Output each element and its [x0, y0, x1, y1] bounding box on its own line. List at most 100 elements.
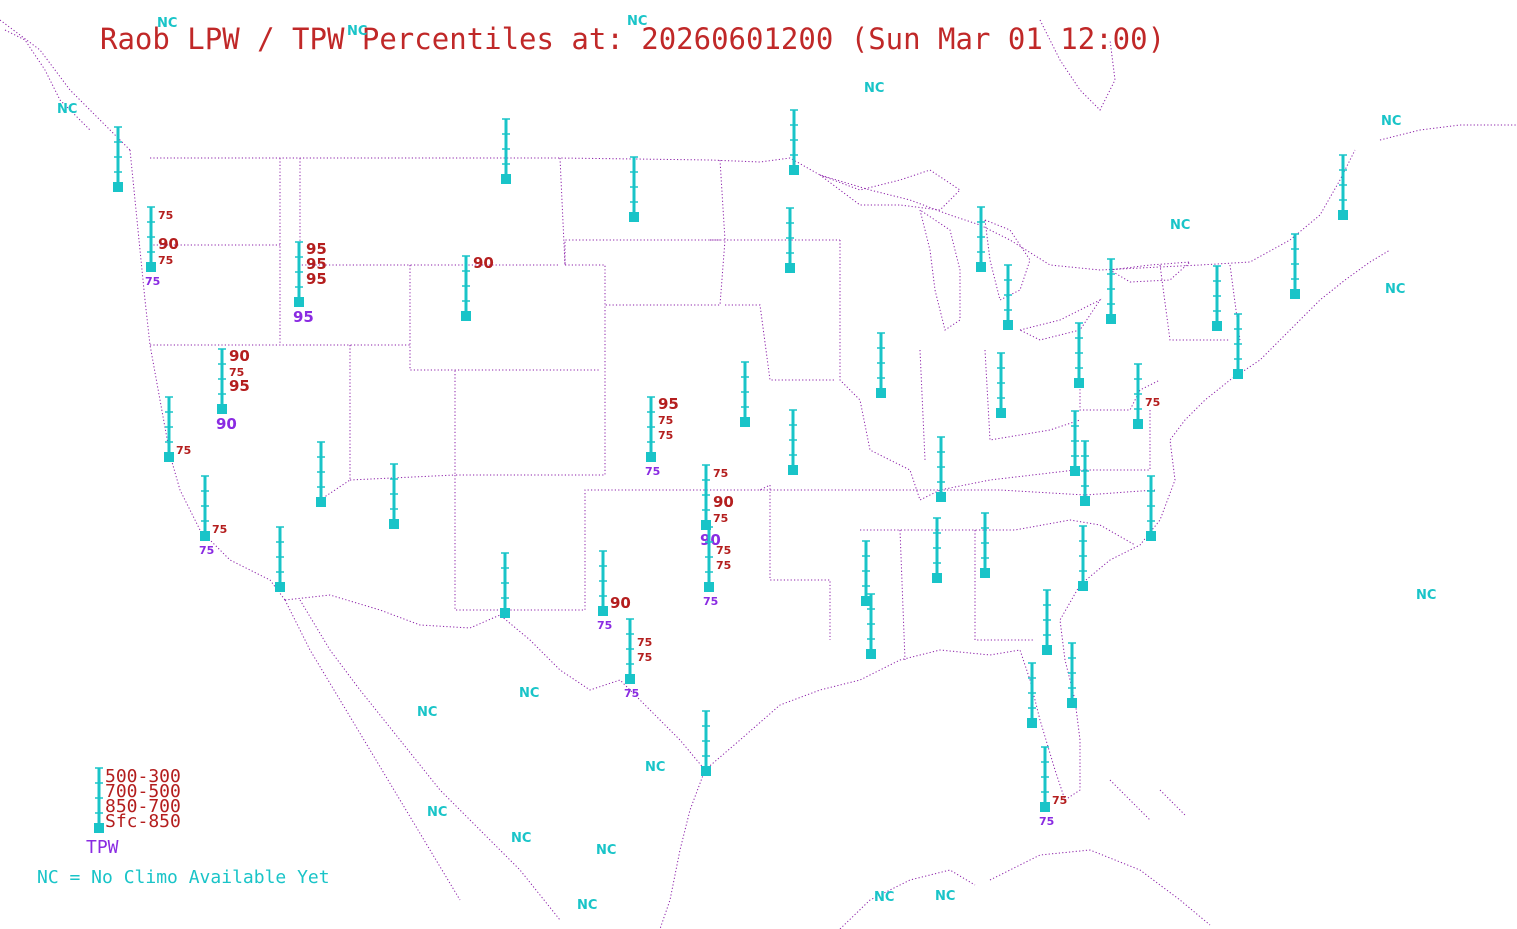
station-marker[interactable]: [389, 463, 399, 529]
station-marker[interactable]: 90 75: [597, 550, 631, 632]
map-title: Raob LPW / TPW Percentiles at: 202606012…: [100, 22, 1165, 56]
station-marker[interactable]: [785, 207, 795, 273]
station-marker[interactable]: [1074, 322, 1084, 388]
station-marker[interactable]: 90: [461, 254, 494, 321]
alaska-panhandle: [4, 29, 91, 131]
layer-percentile-label: 95: [306, 240, 327, 258]
station-marker[interactable]: [932, 517, 942, 583]
station-marker[interactable]: [936, 436, 946, 502]
layer-percentile-label: 75: [637, 636, 652, 649]
station-marker[interactable]: [1106, 258, 1116, 324]
nc-label: NC: [645, 760, 665, 775]
layer-percentile-label: 75: [158, 209, 173, 222]
layer-percentile-label: 75: [713, 512, 728, 525]
station-base: [1290, 289, 1300, 299]
station-marker[interactable]: [629, 156, 639, 222]
station-base: [501, 174, 511, 184]
station-base: [275, 582, 285, 592]
station-base: [1040, 802, 1050, 812]
station-marker[interactable]: 75: [1133, 363, 1160, 429]
station-marker[interactable]: [1003, 264, 1013, 330]
state-borders: [150, 157, 1241, 661]
station-marker[interactable]: [1027, 662, 1037, 728]
station-base: [740, 417, 750, 427]
station-marker[interactable]: 75: [164, 396, 191, 462]
station-marker[interactable]: [1067, 642, 1077, 708]
station-marker[interactable]: [980, 512, 990, 578]
station-base: [1338, 210, 1348, 220]
station-base: [316, 497, 326, 507]
station-marker[interactable]: [1070, 410, 1080, 476]
station-marker[interactable]: [976, 206, 986, 272]
layer-percentile-label: 90: [610, 594, 631, 612]
station-base: [294, 297, 304, 307]
us-canada-border: [150, 149, 1356, 271]
station-marker[interactable]: 75 75: [1039, 746, 1067, 828]
station-base: [200, 531, 210, 541]
atlantic-coast: [1059, 249, 1391, 661]
nc-label: NC: [157, 16, 177, 31]
station-marker[interactable]: 75907590: [700, 464, 734, 549]
station-base: [146, 262, 156, 272]
station-base: [1070, 466, 1080, 476]
station-marker[interactable]: [861, 540, 871, 606]
tpw-percentile-label: 75: [1039, 815, 1054, 828]
station-marker[interactable]: [500, 552, 510, 618]
layer-percentile-label: 75: [637, 651, 652, 664]
lake-erie: [1018, 298, 1102, 341]
tpw-percentile-label: 75: [703, 595, 718, 608]
station-marker[interactable]: [1042, 589, 1052, 655]
nc-labels: NC NC NC NC NC NC NC NC NC NC NC NC NC NC NC NC NC NC: [57, 14, 1436, 913]
tpw-percentile-label: 75: [597, 619, 612, 632]
nc-label: NC: [864, 81, 884, 96]
lake-superior: [819, 169, 961, 211]
station-marker[interactable]: [866, 593, 876, 659]
nc-label: NC: [519, 686, 539, 701]
tpw-percentile-label: 75: [145, 275, 160, 288]
station-marker[interactable]: [1080, 440, 1090, 506]
station-marker[interactable]: [1078, 525, 1088, 591]
station-marker[interactable]: [1338, 154, 1348, 220]
station-marker[interactable]: [275, 526, 285, 592]
station-marker[interactable]: [876, 332, 886, 398]
station-marker[interactable]: [113, 126, 123, 192]
nc-label: NC: [1385, 282, 1405, 297]
layer-percentile-label: 75: [1052, 794, 1067, 807]
station-base: [932, 573, 942, 583]
lake-michigan: [919, 208, 961, 331]
legend-tpw-label: TPW: [86, 837, 119, 858]
station-base: [1027, 718, 1037, 728]
layer-percentile-label: 75: [158, 254, 173, 267]
station-base: [876, 388, 886, 398]
nc-label: NC: [427, 805, 447, 820]
station-marker[interactable]: [789, 109, 799, 175]
layer-percentile-label: 95: [306, 255, 327, 273]
station-marker[interactable]: [1290, 233, 1300, 299]
legend-base: [94, 823, 104, 833]
cuba: [989, 849, 1211, 926]
station-marker[interactable]: [1212, 265, 1222, 331]
station-base: [976, 262, 986, 272]
station-marker[interactable]: 75 75 75: [703, 526, 731, 608]
station-marker[interactable]: [501, 118, 511, 184]
station-marker[interactable]: [788, 409, 798, 475]
station-marker[interactable]: [1233, 313, 1243, 379]
station-base: [1212, 321, 1222, 331]
station-base: [389, 519, 399, 529]
station-marker[interactable]: 75 75 75: [624, 618, 652, 700]
station-base: [1080, 496, 1090, 506]
station-marker[interactable]: [316, 441, 326, 507]
station-marker[interactable]: [996, 352, 1006, 418]
station-marker[interactable]: [1146, 475, 1156, 541]
station-marker[interactable]: [740, 361, 750, 427]
station-base: [629, 212, 639, 222]
station-marker[interactable]: 75 75: [199, 475, 227, 557]
station-marker[interactable]: [701, 710, 711, 776]
station-base: [701, 766, 711, 776]
mexico-gulf-coast: [659, 769, 706, 929]
tpw-percentile-label: 75: [199, 544, 214, 557]
